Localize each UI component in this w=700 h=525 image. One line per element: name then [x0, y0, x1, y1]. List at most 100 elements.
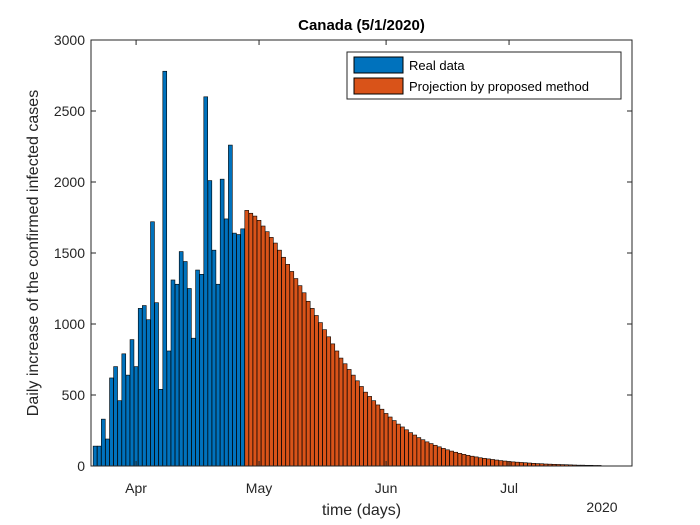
bar-projection-38	[400, 426, 405, 467]
bar-projection-13	[297, 285, 303, 467]
bar-projection-10	[285, 264, 290, 467]
bar-projection-49	[445, 449, 450, 467]
bar-real-16	[158, 389, 163, 467]
bar-projection-36	[392, 420, 397, 467]
bar-real-22	[183, 261, 188, 467]
bar-projection-42	[416, 437, 422, 467]
bar-projection-18	[318, 322, 323, 467]
x-tick-label-jul: Jul	[500, 480, 518, 496]
bar-projection-15	[305, 300, 311, 467]
y-tick-label-1500: 1500	[54, 245, 85, 261]
bar-projection-26	[351, 374, 356, 467]
bar-projection-57	[478, 457, 483, 467]
bar-projection-39	[404, 429, 409, 467]
bar-projection-23	[338, 357, 344, 467]
bar-real-35	[236, 234, 241, 467]
bar-projection-11	[289, 271, 295, 467]
bar-projection-8	[277, 249, 282, 467]
bar-real-31	[219, 178, 225, 467]
bar-projection-56	[474, 456, 479, 467]
bar-projection-30	[367, 396, 372, 467]
bar-projection-55	[469, 455, 475, 467]
bar-projection-2	[252, 215, 258, 467]
bar-real-26	[199, 273, 204, 467]
bar-real-2	[101, 418, 106, 467]
bar-real-21	[178, 251, 184, 467]
bar-projection-3	[256, 220, 262, 467]
y-tick-label-1000: 1000	[54, 316, 85, 332]
bar-projection-59	[486, 458, 491, 467]
bar-projection-47	[437, 446, 442, 467]
bar-real-32	[224, 218, 229, 467]
bar-real-13	[146, 319, 151, 467]
bar-projection-1	[248, 212, 254, 467]
bar-real-0	[92, 445, 98, 467]
bar-projection-33	[379, 408, 385, 467]
bar-projection-19	[322, 329, 327, 467]
bar-real-11	[137, 308, 143, 467]
bar-real-17	[162, 70, 168, 467]
bar-projection-44	[424, 441, 430, 467]
y-axis-title: Daily increase of the confirmed infected…	[25, 90, 42, 416]
bar-real-14	[150, 221, 155, 467]
y-tick-label-3000: 3000	[54, 32, 85, 48]
bar-projection-66	[514, 461, 520, 467]
bar-projection-40	[408, 432, 413, 467]
legend-swatch-projection	[353, 77, 404, 95]
bar-projection-46	[433, 444, 438, 467]
bar-real-20	[174, 283, 180, 467]
x-tick-label-jun: Jun	[375, 480, 398, 496]
legend-label-projection: Projection by proposed method	[409, 79, 589, 94]
bar-projection-48	[441, 448, 446, 467]
x-axis-year-label: 2020	[586, 499, 617, 515]
bar-real-12	[142, 305, 147, 467]
bar-real-36	[240, 228, 245, 467]
legend-label-real-data: Real data	[409, 58, 465, 73]
bar-projection-63	[502, 460, 508, 467]
bar-projection-45	[428, 443, 434, 467]
legend: Real data Projection by proposed method	[346, 51, 622, 100]
bar-projection-6	[269, 237, 274, 467]
bar-projection-61	[494, 459, 499, 467]
bar-projection-28	[359, 386, 364, 467]
bar-real-18	[166, 350, 172, 467]
x-tick-label-apr: Apr	[125, 480, 147, 496]
bar-real-33	[228, 144, 233, 467]
bar-real-30	[215, 283, 221, 467]
bar-real-8	[125, 374, 131, 467]
bar-real-15	[154, 302, 159, 467]
bar-real-24	[191, 337, 196, 467]
bar-projection-60	[490, 459, 495, 467]
bar-projection-53	[461, 454, 467, 467]
x-axis-title: time (days)	[322, 502, 401, 519]
bar-projection-67	[519, 462, 524, 467]
y-tick-label-2000: 2000	[54, 174, 85, 190]
y-tick-label-500: 500	[62, 387, 86, 403]
y-tick-label-0: 0	[77, 458, 85, 474]
bar-real-25	[195, 269, 200, 467]
bar-projection-35	[387, 416, 393, 467]
y-tick-label-2500: 2500	[54, 103, 85, 119]
bar-projection-25	[346, 369, 352, 467]
bar-real-9	[129, 339, 135, 467]
bar-projection-54	[465, 455, 471, 467]
bar-real-28	[207, 180, 213, 467]
bar-projection-32	[375, 404, 381, 467]
bar-projection-7	[273, 242, 278, 467]
bar-projection-27	[355, 380, 360, 467]
bar-projection-24	[342, 363, 348, 467]
bar-projection-51	[453, 451, 459, 467]
bar-projection-14	[301, 292, 307, 467]
bar-real-23	[187, 288, 192, 467]
bar-projection-43	[420, 439, 426, 467]
chart-title: Canada (5/1/2020)	[298, 17, 425, 34]
bar-projection-4	[260, 225, 266, 467]
bar-real-29	[211, 249, 217, 467]
bar-real-6	[117, 400, 122, 467]
bar-real-3	[105, 438, 110, 467]
bar-projection-20	[326, 336, 331, 467]
bar-real-27	[203, 96, 208, 467]
bar-real-1	[96, 445, 102, 467]
bar-projection-22	[334, 350, 340, 467]
